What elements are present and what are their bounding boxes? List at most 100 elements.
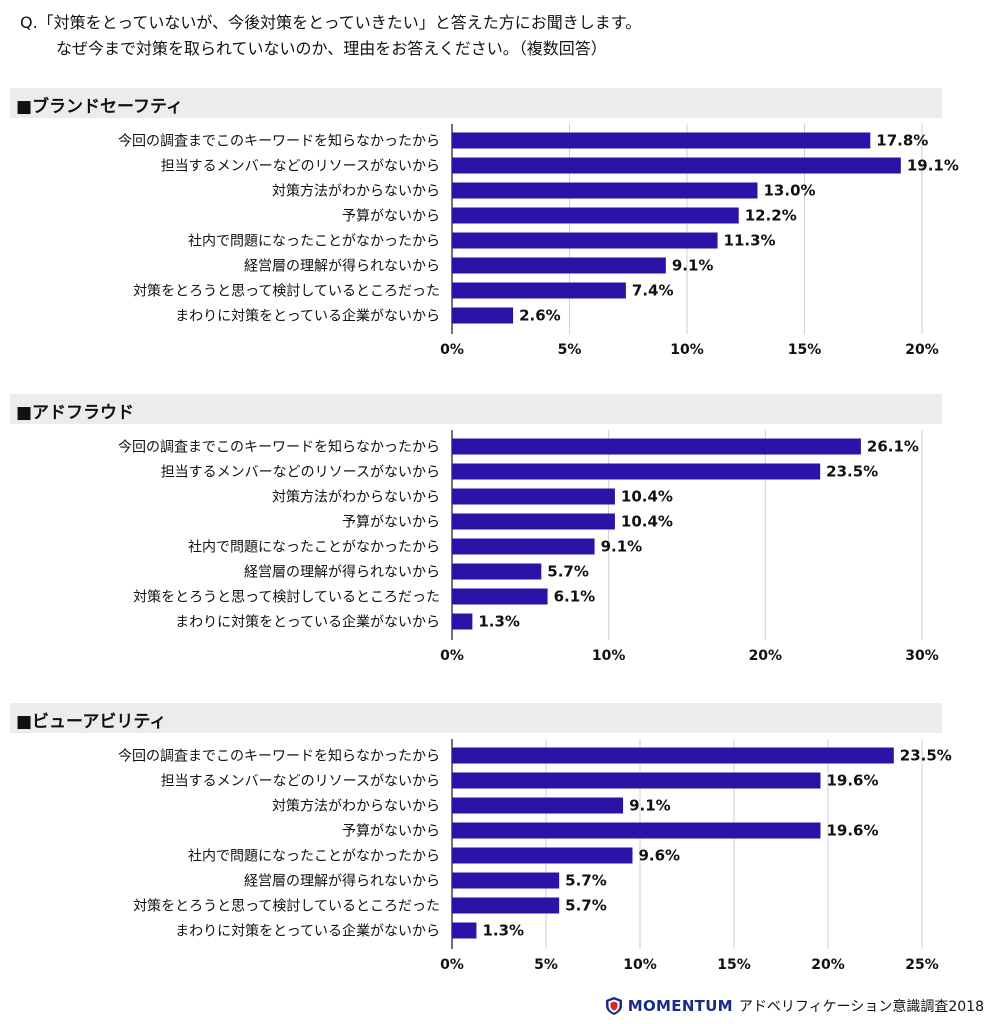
value-label: 26.1% — [867, 438, 919, 456]
bar — [452, 257, 666, 274]
section-title: ■アドフラウド — [16, 403, 135, 423]
category-label: 社内で問題になったことがなかったから — [188, 234, 440, 250]
footer: MOMENTUM アドベリフィケーション意識調査2018 — [605, 996, 984, 1016]
x-tick-label: 20% — [749, 648, 783, 664]
bar — [452, 563, 542, 580]
question-text: Q.「対策をとっていないが、今後対策をとっていきたい」と答えた方にお聞きします。… — [20, 10, 641, 62]
bar-chart: 0% 5% 10% 15% 20% 今回の調査までこのキーワードを知らなかったから 17.8… — [118, 124, 959, 358]
x-tick-label: 10% — [623, 957, 657, 973]
category-label: 対策方法がわからないから — [272, 489, 440, 506]
bar — [452, 157, 901, 174]
bar — [452, 847, 633, 864]
category-label: 今回の調査までこのキーワードを知らなかったから — [118, 133, 440, 150]
section-title: ■ビューアビリティ — [16, 712, 167, 732]
category-label: 社内で問題になったことがなかったから — [188, 540, 440, 556]
category-label: 社内で問題になったことがなかったから — [188, 849, 440, 865]
bar — [452, 513, 615, 530]
bar-chart: 0% 5% 10% 15% 20% 25% 今回の調査までこのキーワードを知らなかったから 2… — [118, 739, 952, 973]
value-label: 11.3% — [724, 232, 776, 250]
bar — [452, 538, 595, 555]
value-label: 23.5% — [900, 747, 952, 765]
category-label: 対策をとろうと思って検討しているところだった — [133, 898, 440, 915]
category-label: まわりに対策をとっている企業がないから — [175, 923, 440, 940]
bar — [452, 488, 615, 505]
x-tick-label: 5% — [534, 957, 558, 973]
value-label: 13.0% — [764, 182, 816, 200]
bar-chart: 0% 10% 20% 30% 今回の調査までこのキーワードを知らなかったから 26.1% 担… — [118, 430, 939, 664]
bar — [452, 772, 821, 789]
bar — [452, 922, 477, 939]
bar — [452, 588, 548, 605]
category-label: 予算がないから — [342, 515, 440, 531]
category-label: 担当するメンバーなどのリソースがないから — [161, 159, 440, 175]
footer-brand: MOMENTUM — [627, 997, 733, 1015]
value-label: 19.6% — [826, 772, 878, 790]
value-label: 1.3% — [478, 613, 520, 631]
category-label: 対策方法がわからないから — [272, 798, 440, 815]
value-label: 5.7% — [565, 872, 607, 890]
bar — [452, 822, 821, 839]
bar — [452, 463, 821, 480]
category-label: 担当するメンバーなどのリソースがないから — [161, 774, 440, 790]
x-tick-label: 10% — [592, 648, 626, 664]
category-label: 今回の調査までこのキーワードを知らなかったから — [118, 439, 440, 456]
category-label: 今回の調査までこのキーワードを知らなかったから — [118, 748, 440, 765]
bar — [452, 872, 560, 889]
value-label: 10.4% — [621, 513, 673, 531]
x-tick-label: 25% — [905, 957, 939, 973]
value-label: 9.1% — [629, 797, 671, 815]
bar — [452, 307, 514, 324]
x-tick-label: 20% — [905, 342, 939, 358]
category-label: 対策方法がわからないから — [272, 183, 440, 200]
value-label: 9.6% — [638, 847, 680, 865]
x-tick-label: 15% — [788, 342, 822, 358]
bar — [452, 182, 758, 199]
category-label: 対策をとろうと思って検討しているところだった — [133, 283, 440, 300]
bar — [452, 897, 560, 914]
value-label: 12.2% — [745, 207, 797, 225]
category-label: 経営層の理解が得られないから — [244, 258, 440, 275]
value-label: 7.4% — [632, 282, 674, 300]
value-label: 6.1% — [554, 588, 596, 606]
x-tick-label: 15% — [717, 957, 751, 973]
x-tick-label: 0% — [440, 342, 464, 358]
value-label: 17.8% — [876, 132, 928, 150]
bar — [452, 797, 624, 814]
x-tick-label: 30% — [905, 648, 939, 664]
value-label: 5.7% — [547, 563, 589, 581]
section-title: ■ブランドセーフティ — [16, 97, 184, 117]
value-label: 9.1% — [672, 257, 714, 275]
value-label: 23.5% — [826, 463, 878, 481]
bar — [452, 207, 739, 224]
category-label: 対策をとろうと思って検討しているところだった — [133, 589, 440, 606]
x-tick-label: 0% — [440, 648, 464, 664]
section-header: ■ブランドセーフティ — [10, 88, 942, 118]
category-label: 経営層の理解が得られないから — [244, 564, 440, 581]
category-label: まわりに対策をとっている企業がないから — [175, 614, 440, 631]
category-label: まわりに対策をとっている企業がないから — [175, 308, 440, 325]
bar — [452, 232, 718, 249]
x-tick-label: 0% — [440, 957, 464, 973]
value-label: 10.4% — [621, 488, 673, 506]
question-line-2: なぜ今まで対策を取られていないのか、理由をお答えください。（複数回答） — [56, 39, 607, 58]
x-tick-label: 10% — [670, 342, 704, 358]
category-label: 予算がないから — [342, 209, 440, 225]
value-label: 1.3% — [482, 922, 524, 940]
value-label: 19.1% — [907, 157, 959, 175]
bar — [452, 132, 871, 149]
value-label: 5.7% — [565, 897, 607, 915]
bar — [452, 438, 861, 455]
category-label: 担当するメンバーなどのリソースがないから — [161, 465, 440, 481]
category-label: 経営層の理解が得られないから — [244, 873, 440, 890]
value-label: 9.1% — [601, 538, 643, 556]
value-label: 19.6% — [826, 822, 878, 840]
bar — [452, 282, 626, 299]
bar — [452, 747, 894, 764]
bar — [452, 613, 473, 630]
section-header: ■ビューアビリティ — [10, 703, 942, 733]
x-tick-label: 20% — [811, 957, 845, 973]
shield-icon — [605, 997, 622, 1015]
section-header: ■アドフラウド — [10, 394, 942, 424]
category-label: 予算がないから — [342, 824, 440, 840]
footer-text: アドベリフィケーション意識調査2018 — [738, 999, 984, 1015]
